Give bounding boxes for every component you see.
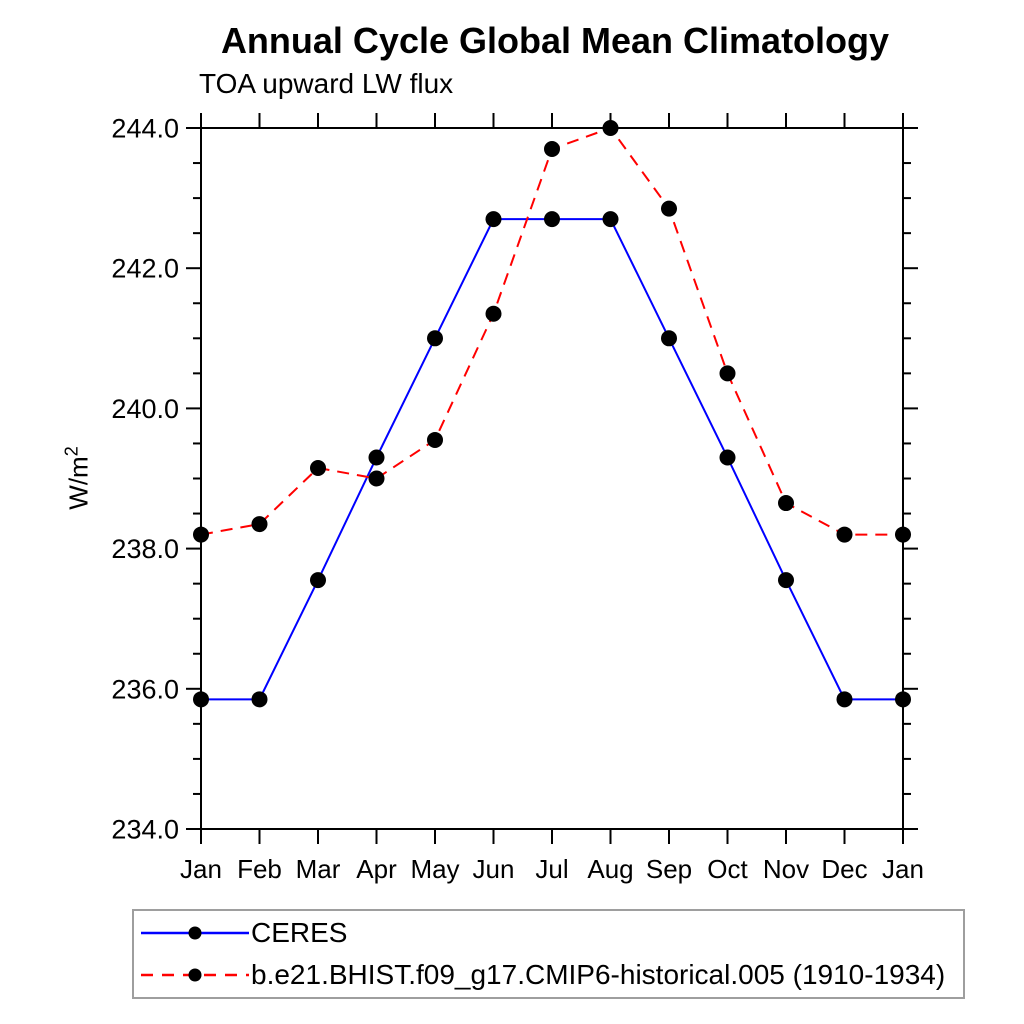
series-marker-model (895, 526, 911, 543)
x-tick-label: Nov (763, 854, 809, 884)
x-tick-label: Jul (535, 854, 568, 884)
series-marker-model (836, 526, 853, 543)
y-tick-label: 238.0 (111, 534, 179, 564)
series-marker-model (661, 200, 677, 217)
series-marker-ceres (485, 211, 502, 228)
y-tick-label: 236.0 (111, 674, 179, 704)
legend-sample-marker-ceres (188, 926, 202, 940)
x-tick-label: Oct (707, 854, 748, 884)
series-marker-model (310, 459, 326, 476)
y-tick-label: 244.0 (111, 113, 179, 143)
x-tick-label: Aug (587, 854, 633, 884)
legend-item-model: b.e21.BHIST.f09_g17.CMIP6-historical.005… (134, 955, 963, 995)
series-marker-ceres (368, 449, 385, 466)
x-tick-label: Apr (356, 854, 397, 884)
series-marker-model (485, 305, 502, 322)
x-tick-label: Jan (882, 854, 924, 884)
series-marker-model (251, 516, 268, 533)
legend-label-model: b.e21.BHIST.f09_g17.CMIP6-historical.005… (251, 959, 946, 990)
series-marker-ceres (544, 211, 560, 228)
series-marker-model (778, 495, 794, 512)
series-marker-ceres (895, 691, 911, 708)
legend-swatch-model (141, 968, 249, 982)
series-marker-model (544, 141, 560, 158)
series-marker-model (719, 365, 736, 382)
legend-label-ceres: CERES (251, 917, 348, 948)
x-tick-label: Sep (646, 854, 692, 884)
series-marker-ceres (310, 572, 326, 589)
y-tick-label: 234.0 (111, 814, 179, 844)
x-tick-label: Dec (821, 854, 867, 884)
legend-item-ceres: CERES (134, 913, 963, 953)
series-marker-ceres (193, 691, 209, 708)
series-marker-ceres (661, 330, 677, 347)
series-marker-model (602, 120, 619, 136)
x-tick-label: Mar (296, 854, 341, 884)
x-tick-label: Jun (473, 854, 515, 884)
legend: CERES b.e21.BHIST.f09_g17.CMIP6-historic… (132, 909, 965, 999)
series-line-model (200, 126, 903, 536)
y-tick-label: 240.0 (111, 394, 179, 424)
series-marker-model (427, 431, 443, 448)
series-marker-ceres (836, 691, 853, 708)
x-tick-label: May (410, 854, 459, 884)
chart-title: Annual Cycle Global Mean Climatology (220, 20, 890, 61)
x-tick-label: Feb (237, 854, 282, 884)
legend-swatch-ceres (141, 926, 249, 940)
series-marker-ceres (719, 449, 736, 466)
chart-subtitle: TOA upward LW flux (199, 68, 454, 99)
series-marker-ceres (778, 572, 794, 589)
x-tick-label: Jan (180, 854, 222, 884)
series-marker-model (368, 470, 385, 487)
series-marker-ceres (602, 211, 619, 228)
series-marker-ceres (251, 691, 268, 708)
series-line-ceres (201, 218, 903, 701)
y-tick-label: 242.0 (111, 254, 179, 284)
series-marker-ceres (427, 330, 443, 347)
legend-sample-marker-model (188, 968, 202, 982)
series-marker-model (193, 526, 209, 543)
